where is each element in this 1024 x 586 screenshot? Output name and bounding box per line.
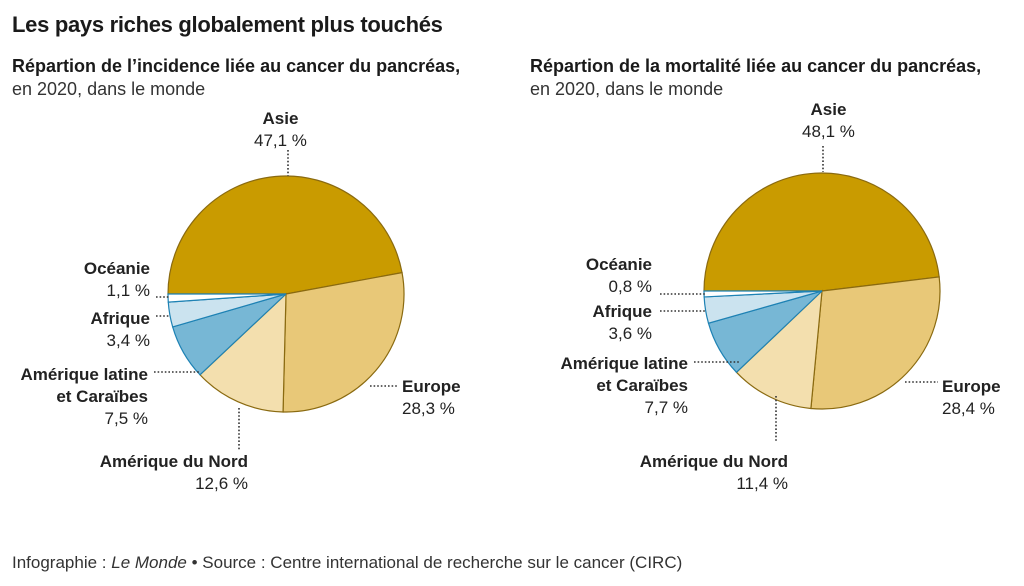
pie-slice-europe xyxy=(282,271,405,413)
slice-name: Asie xyxy=(810,100,847,119)
incidence-label-asie: Asie 47,1 % xyxy=(254,108,307,152)
pie-slice-amerique-du-nord xyxy=(735,289,823,410)
incidence-label-afrique: Afrique 3,4 % xyxy=(30,308,151,352)
pie-slice-asie xyxy=(703,172,940,292)
slice-name-line2: et Caraïbes xyxy=(56,387,148,406)
incidence-label-europe: Europe 28,3 % xyxy=(402,376,461,420)
slice-name: Océanie xyxy=(83,259,150,278)
incidence-label-amerique-latine: Amérique latine et Caraïbes 7,5 % xyxy=(0,364,148,430)
slice-name: Asie xyxy=(262,109,299,128)
pie-slice-asie xyxy=(167,175,403,295)
slice-value: 11,4 % xyxy=(736,474,788,493)
mortality-label-amerique-nord: Amérique du Nord 11,4 % xyxy=(590,451,788,495)
footer-source: • Source : Centre international de reche… xyxy=(186,553,683,572)
slice-value: 3,6 % xyxy=(608,324,652,343)
slice-name-line2: et Caraïbes xyxy=(596,376,688,395)
slice-value: 0,8 % xyxy=(608,277,652,296)
slice-name: Amérique du Nord xyxy=(639,452,788,471)
incidence-label-oceanie: Océanie 1,1 % xyxy=(30,258,150,302)
mortality-label-oceanie: Océanie 0,8 % xyxy=(540,254,652,298)
mortality-label-asie: Asie 48,1 % xyxy=(802,99,855,143)
mortality-chart-caption: en 2020, dans le monde xyxy=(530,79,724,99)
slice-name: Europe xyxy=(942,377,1001,396)
slice-value: 12,6 % xyxy=(195,474,248,493)
incidence-chart-caption: en 2020, dans le monde xyxy=(12,79,206,99)
mortality-label-amerique-latine: Amérique latine et Caraïbes 7,7 % xyxy=(530,353,688,419)
slice-name: Afrique xyxy=(90,309,151,328)
footer-brand: Le Monde xyxy=(111,553,187,572)
incidence-chart-subtitle: Répartion de l’incidence liée au cancer … xyxy=(12,55,460,101)
slice-value: 48,1 % xyxy=(802,122,855,141)
slice-name: Amérique latine xyxy=(560,354,688,373)
slice-value: 7,7 % xyxy=(644,398,688,417)
pie-slice-oceanie xyxy=(167,293,287,303)
incidence-pie xyxy=(167,175,405,413)
incidence-label-amerique-nord: Amérique du Nord 12,6 % xyxy=(60,451,248,495)
slice-value: 28,3 % xyxy=(402,399,455,418)
pie-slice-europe xyxy=(810,276,941,410)
slice-name: Europe xyxy=(402,377,461,396)
leader-lines xyxy=(154,146,938,450)
slice-value: 3,4 % xyxy=(106,331,150,350)
mortality-label-afrique: Afrique 3,6 % xyxy=(540,301,653,345)
slice-value: 28,4 % xyxy=(942,399,995,418)
slice-value: 1,1 % xyxy=(106,281,150,300)
slice-name: Océanie xyxy=(585,255,652,274)
footer-prefix: Infographie : xyxy=(12,553,112,572)
slice-name: Afrique xyxy=(592,302,653,321)
mortality-pie xyxy=(703,172,941,410)
source-footer: Infographie : Le Monde • Source : Centre… xyxy=(12,553,682,573)
mortality-label-europe: Europe 28,4 % xyxy=(942,376,1001,420)
slice-name: Amérique latine xyxy=(20,365,148,384)
slice-value: 47,1 % xyxy=(254,131,307,150)
mortality-chart-title: Répartion de la mortalité liée au cancer… xyxy=(530,56,982,76)
slice-name: Amérique du Nord xyxy=(99,452,248,471)
incidence-chart-title: Répartion de l’incidence liée au cancer … xyxy=(12,56,461,76)
mortality-chart-subtitle: Répartion de la mortalité liée au cancer… xyxy=(530,55,981,101)
pie-slice-amerique-du-nord xyxy=(199,292,287,413)
slice-value: 7,5 % xyxy=(104,409,148,428)
chart-title: Les pays riches globalement plus touchés xyxy=(12,12,443,37)
